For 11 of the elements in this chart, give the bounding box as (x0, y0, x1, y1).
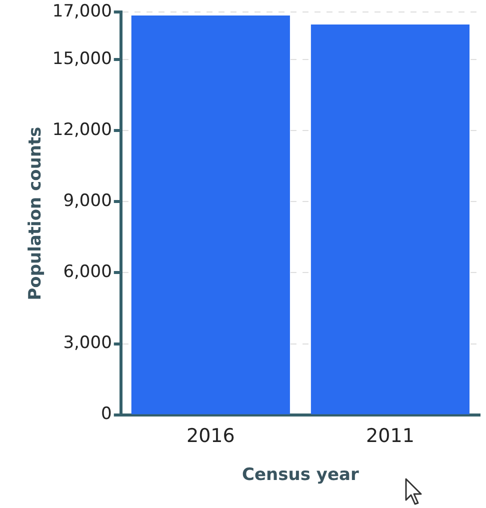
y-tick-label: 3,000 (63, 333, 112, 354)
y-tick-label: 0 (101, 404, 112, 424)
y-tick-label: 17,000 (52, 2, 112, 22)
y-tick-label: 12,000 (52, 120, 112, 140)
y-tick-label: 9,000 (63, 191, 112, 212)
x-axis-title: Census year (242, 465, 360, 486)
y-tick-label: 15,000 (52, 48, 112, 69)
y-axis-title: Population counts (26, 126, 46, 300)
x-tick-label: 2016 (186, 425, 235, 448)
y-tick-label: 6,000 (63, 262, 112, 282)
x-tick-label: 2011 (366, 425, 414, 448)
